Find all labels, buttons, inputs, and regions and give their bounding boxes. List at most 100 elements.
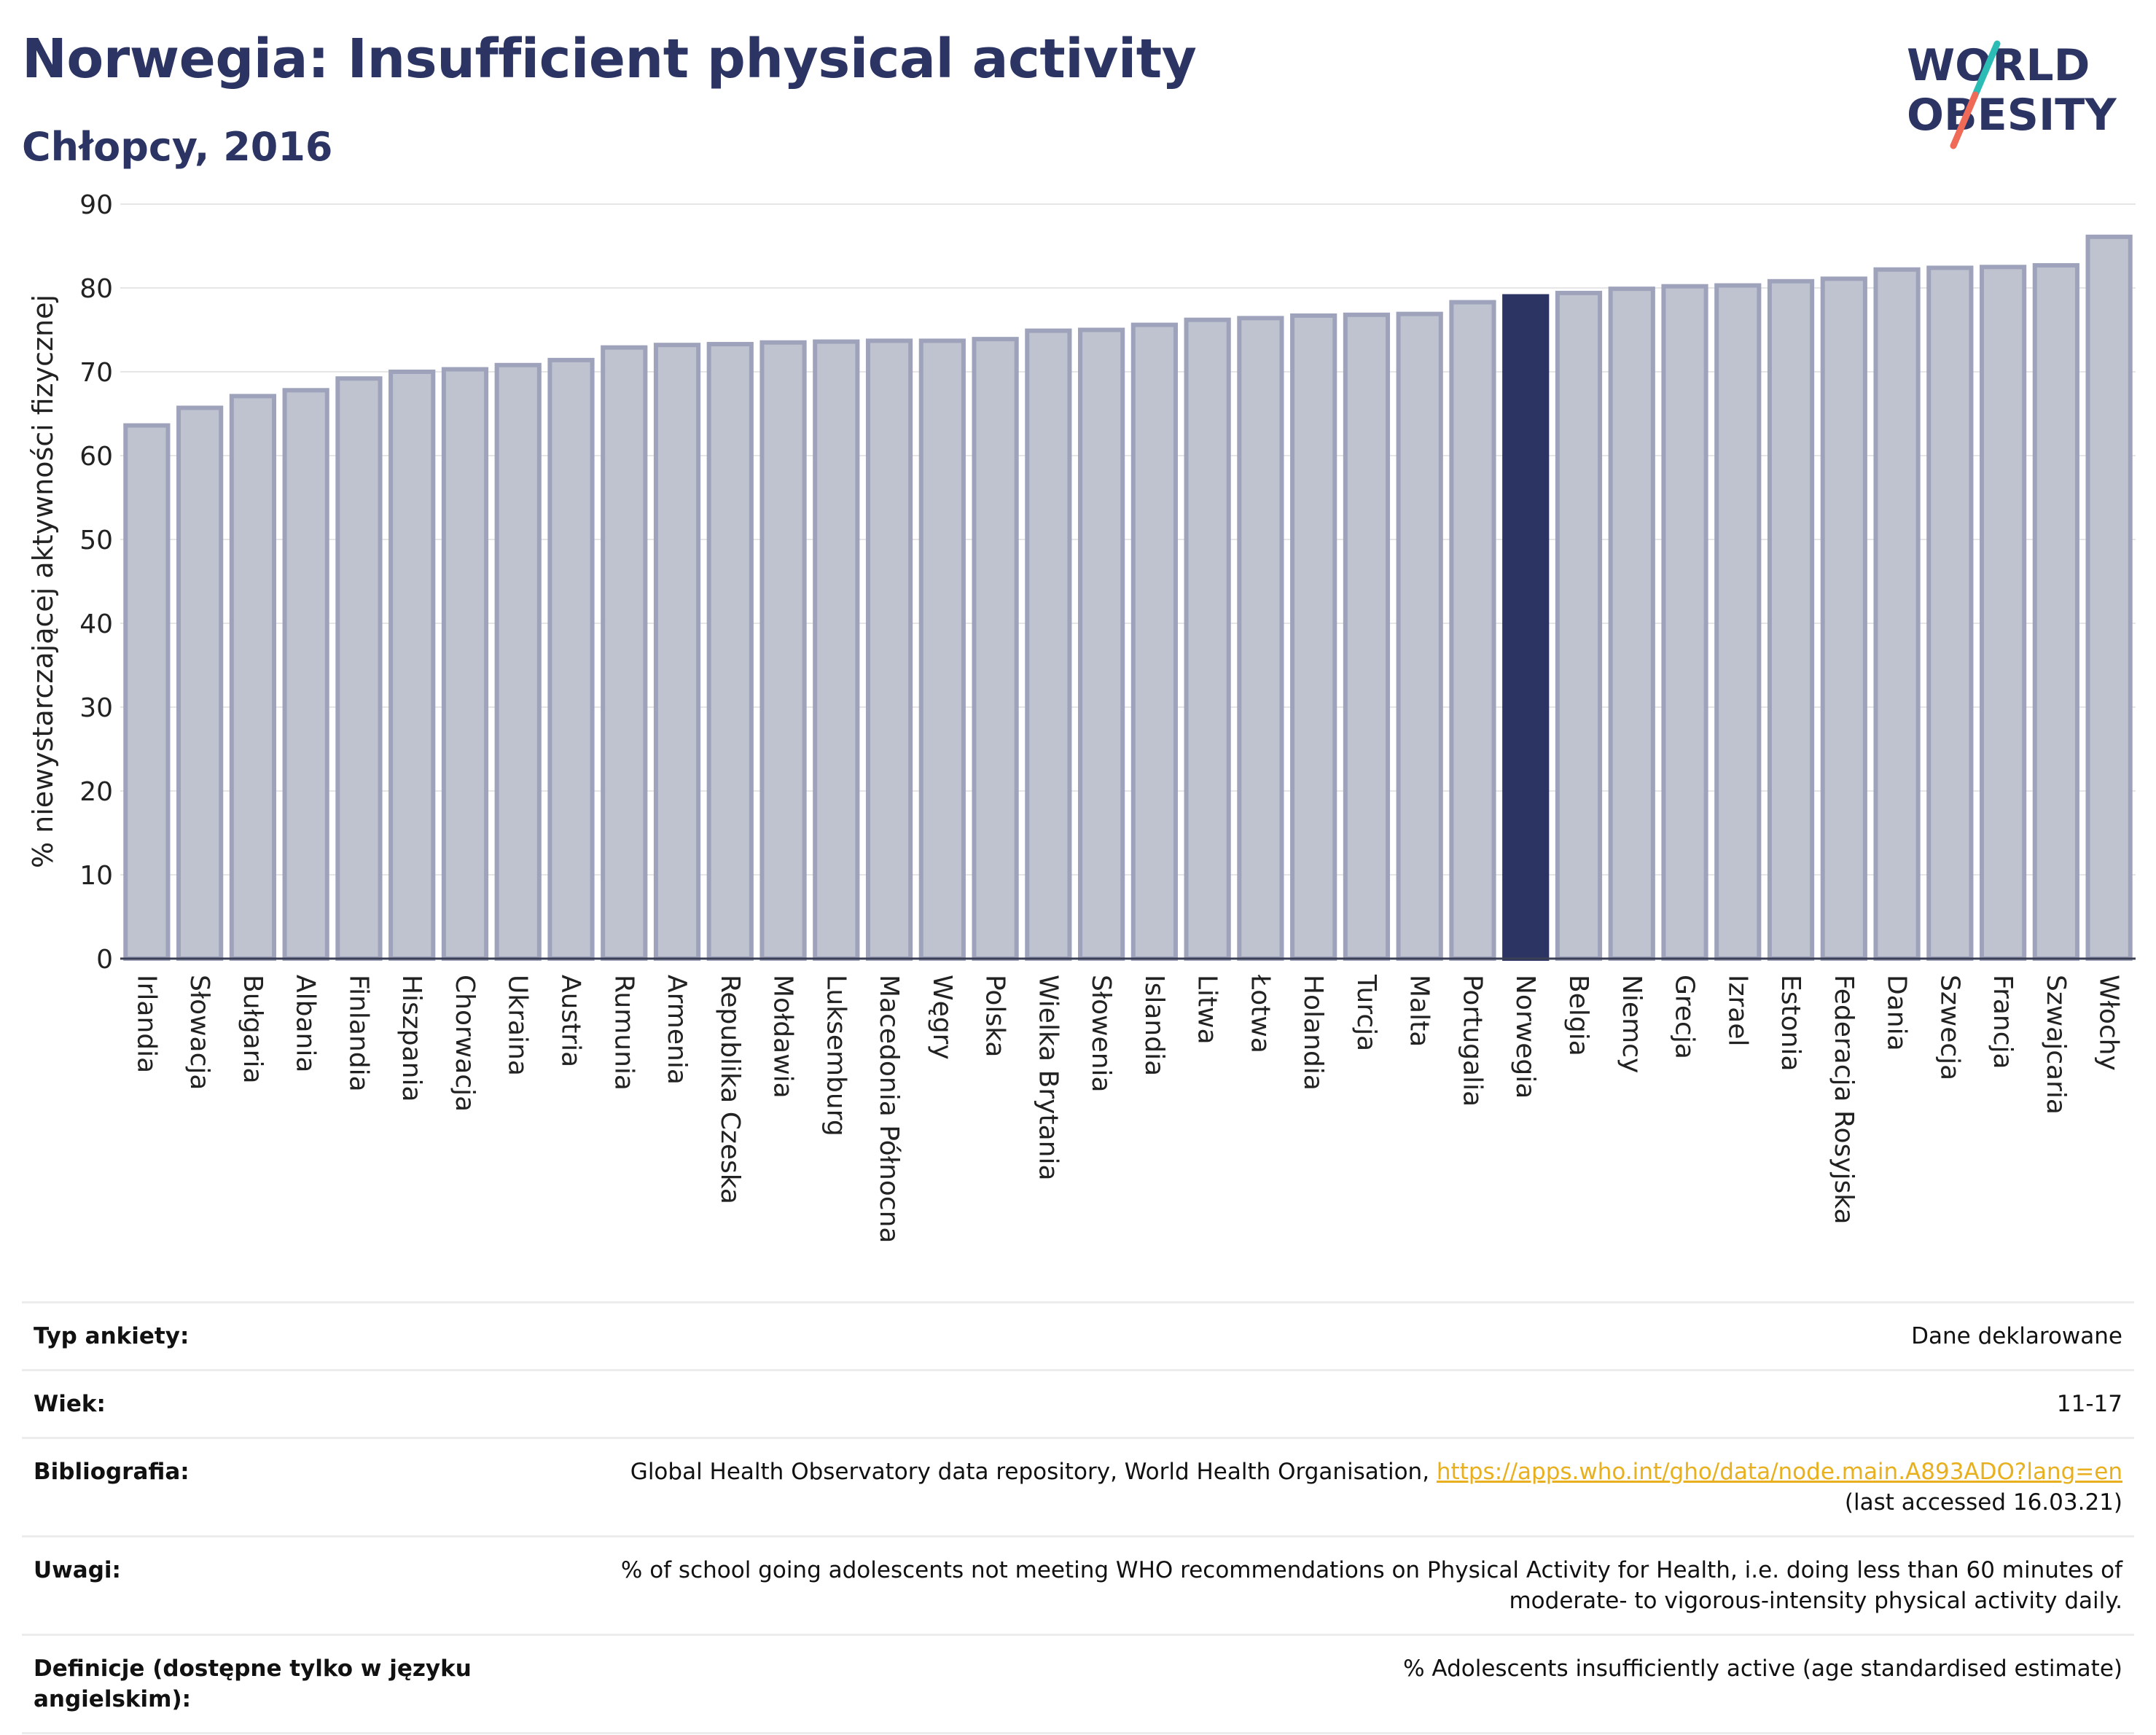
bar-hiszpania <box>388 370 436 961</box>
bibliography-accessed: (last accessed 16.03.21) <box>1844 1489 2122 1516</box>
logo-slash-coral <box>1950 91 1979 149</box>
bar-wielka-brytania <box>1025 328 1072 961</box>
bar-dania <box>1873 267 1921 961</box>
x-tick-label: Norwegia <box>1510 975 1540 1099</box>
definition-value: % Adolescents insufficiently active (age… <box>1403 1656 2122 1682</box>
details-row-notes: Uwagi: % of school going adolescents not… <box>22 1535 2134 1634</box>
bibliography-label: Bibliografia: <box>34 1459 190 1485</box>
x-tick-label: Federacja Rosyjska <box>1829 975 1859 1225</box>
notes-value: % of school going adolescents not meetin… <box>620 1557 2122 1614</box>
x-tick-label: Wielka Brytania <box>1033 975 1063 1181</box>
logo-line-obesity: OBESITY <box>1907 90 2117 141</box>
y-tick-label: 40 <box>79 609 113 639</box>
y-axis-ticks: 0 10 20 30 40 50 60 70 80 90 <box>79 190 113 975</box>
x-tick-label: Słowenia <box>1086 975 1116 1093</box>
x-tick-label: Łotwa <box>1245 974 1275 1053</box>
notes-label: Uwagi: <box>34 1557 121 1583</box>
y-tick-label: 50 <box>79 526 113 555</box>
y-tick-label: 10 <box>79 861 113 891</box>
bar-włochy <box>2085 234 2133 962</box>
bar-holandia <box>1290 313 1337 961</box>
x-tick-label: Bułgaria <box>238 975 267 1084</box>
y-tick-label: 0 <box>96 945 113 975</box>
x-tick-label: Litwa <box>1192 975 1222 1045</box>
y-tick-label: 90 <box>79 190 113 220</box>
x-tick-label: Ukraina <box>503 975 533 1076</box>
bar-luksemburg <box>813 339 860 962</box>
bar-węgry <box>918 338 966 961</box>
x-tick-label: Armenia <box>662 975 692 1085</box>
details-row-survey: Typ ankiety: Dane deklarowane <box>22 1301 2134 1369</box>
age-value: 11-17 <box>2056 1391 2122 1417</box>
y-tick-label: 30 <box>79 693 113 723</box>
world-obesity-logo: WORLD OBESITY <box>1907 40 2117 149</box>
x-tick-label: Macedonia Północna <box>874 975 904 1243</box>
bar-francja <box>1979 265 2027 961</box>
bar-polska <box>972 337 1019 961</box>
details-row-definition: Definicje (dostępne tylko w języku angie… <box>22 1634 2134 1734</box>
bar-szwecja <box>1926 265 1974 961</box>
x-tick-label: Belgia <box>1563 975 1593 1056</box>
bar-finlandia <box>335 376 383 961</box>
survey-label: Typ ankiety: <box>34 1323 190 1349</box>
x-tick-label: Austria <box>555 975 585 1067</box>
bibliography-link[interactable]: https://apps.who.int/gho/data/node.main.… <box>1436 1459 2122 1485</box>
x-tick-label: Turcja <box>1351 974 1381 1051</box>
x-tick-label: Estonia <box>1776 975 1805 1072</box>
x-tick-label: Izrael <box>1722 975 1752 1047</box>
bar-portugalia <box>1449 300 1496 961</box>
bibliography-text: Global Health Observatory data repositor… <box>630 1459 1437 1485</box>
y-axis-label: % niewystarczającej aktywności fizycznej <box>27 295 59 868</box>
bar-słowenia <box>1078 327 1125 961</box>
x-tick-label: Mołdawia <box>768 975 798 1099</box>
definition-label: Definicje (dostępne tylko w języku angie… <box>34 1656 472 1712</box>
page-subtitle: Chłopcy, 2016 <box>22 124 333 170</box>
bar-litwa <box>1184 317 1231 961</box>
x-tick-label: Francja <box>1988 975 2018 1069</box>
x-tick-label: Węgry <box>927 975 957 1060</box>
bar-izrael <box>1714 283 1762 961</box>
x-tick-label: Rumunia <box>609 975 638 1091</box>
bar-belgia <box>1555 290 1603 961</box>
bar-turcja <box>1343 312 1391 961</box>
bar-federacja-rosyjska <box>1820 276 1867 962</box>
bar-łotwa <box>1237 316 1284 961</box>
bar-szwajcaria <box>2032 262 2079 961</box>
x-tick-label: Luksemburg <box>821 975 851 1136</box>
y-tick-label: 20 <box>79 777 113 807</box>
bar-ukraina <box>494 362 542 961</box>
bar-armenia <box>653 343 701 961</box>
x-tick-label: Holandia <box>1298 975 1328 1091</box>
details-table: Typ ankiety: Dane deklarowane Wiek: 11-1… <box>22 1301 2134 1734</box>
y-tick-label: 60 <box>79 442 113 472</box>
x-tick-label: Szwecja <box>1934 975 1964 1080</box>
bar-islandia <box>1130 322 1178 962</box>
logo-slash-teal <box>1972 40 2001 98</box>
bar-chorwacja <box>441 367 489 961</box>
x-tick-label: Republika Czeska <box>715 975 745 1204</box>
bar-grecja <box>1661 284 1708 961</box>
x-tick-label: Albania <box>291 975 321 1072</box>
bar-bułgaria <box>229 394 277 961</box>
x-tick-label: Hiszpania <box>397 975 426 1102</box>
bar-estonia <box>1767 278 1815 961</box>
x-tick-label: Finlandia <box>343 975 373 1092</box>
x-tick-label: Malta <box>1405 975 1434 1047</box>
bars <box>123 234 2133 962</box>
bar-republika-czeska <box>706 342 754 961</box>
details-row-bibliography: Bibliografia: Global Health Observatory … <box>22 1437 2134 1535</box>
bar-mołdawia <box>759 340 807 961</box>
bar-rumunia <box>601 345 648 961</box>
x-tick-label: Grecja <box>1670 975 1700 1059</box>
x-tick-label: Polska <box>980 975 1010 1057</box>
x-tick-label: Słowacja <box>184 975 214 1090</box>
age-label: Wiek: <box>34 1391 106 1417</box>
x-tick-label: Szwajcaria <box>2041 975 2071 1115</box>
details-row-age: Wiek: 11-17 <box>22 1369 2134 1437</box>
x-tick-label: Irlandia <box>131 975 161 1073</box>
x-tick-label: Włochy <box>2094 975 2124 1071</box>
x-tick-label: Dania <box>1882 975 1912 1051</box>
bar-norwegia <box>1502 294 1550 961</box>
bar-albania <box>282 388 329 961</box>
bibliography-value: Global Health Observatory data repositor… <box>485 1457 2122 1518</box>
